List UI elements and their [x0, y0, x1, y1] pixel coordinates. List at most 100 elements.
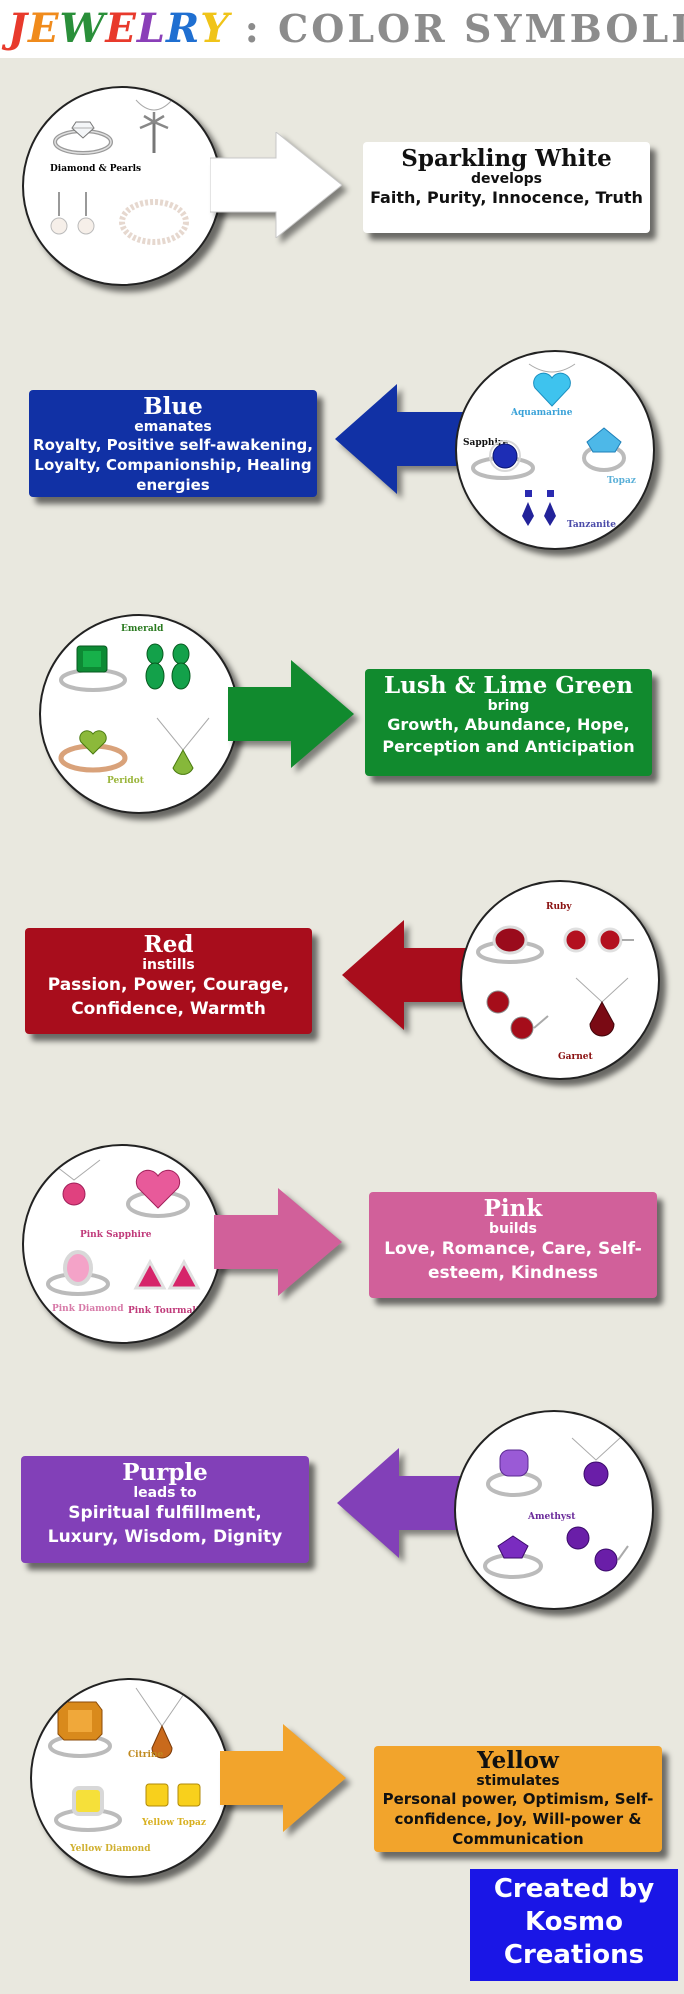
yellow-meaning-box: Yellow stimulates Personal power, Optimi… — [374, 1746, 662, 1852]
gem-label: Diamond & Pearls — [50, 164, 142, 174]
topaz-ring-icon — [582, 427, 626, 472]
diamond-ring-icon — [53, 121, 113, 155]
gem-label: Tanzanite — [567, 520, 616, 530]
credit-line: Created by — [493, 1874, 655, 1904]
pink-sapphire-pendant-icon — [47, 1159, 101, 1206]
amethyst-band-ring-icon — [483, 1535, 543, 1579]
section-description: Passion, Power, Courage, Confidence, War… — [47, 975, 290, 1019]
brand-letter: L — [136, 5, 166, 52]
section-title: Red — [143, 931, 194, 958]
credit-box: Created by Kosmo Creations — [470, 1869, 678, 1981]
gem-label: Aquamarine — [511, 408, 573, 418]
section-verb: bring — [487, 698, 530, 714]
gem-label: Amethyst — [528, 1512, 576, 1522]
section-description: Spiritual fulfillment, Luxury, Wisdom, D… — [47, 1503, 283, 1547]
gem-label: Pink Tourmaline — [128, 1306, 212, 1316]
section-title: Yellow — [477, 1747, 559, 1774]
section-description: Personal power, Optimism, Self-confidenc… — [382, 1790, 654, 1848]
brand-letter: Y — [200, 5, 230, 52]
brand-letter: J — [8, 5, 28, 52]
gem-label: Yellow Topaz — [142, 1818, 206, 1828]
arrow-left-red-icon — [342, 920, 466, 1030]
brand-word: JEWELRY — [8, 5, 245, 52]
citrine-ring-icon — [48, 1701, 112, 1758]
header-banner: JEWELRY : COLOR SYMBOLISM — [0, 0, 684, 58]
pink-tourmaline-earrings-icon — [133, 1258, 201, 1290]
green-meaning-box: Lush & Lime Green bring Growth, Abundanc… — [365, 669, 652, 776]
credit-line: Kosmo — [525, 1907, 623, 1937]
brand-letter: R — [165, 5, 201, 52]
purple-meaning-box: Purple leads to Spiritual fulfillment, L… — [21, 1456, 309, 1563]
white-meaning-box: Sparkling White develops Faith, Purity, … — [363, 142, 650, 233]
yellow-jewelry-circle: Citrine Yellow Topaz Yellow Diamond — [30, 1678, 230, 1878]
pink-diamond-ring-icon — [46, 1250, 110, 1296]
emerald-ring-icon — [59, 645, 127, 692]
garnet-pendant-icon — [575, 977, 629, 1037]
ruby-ring-icon — [476, 925, 544, 964]
section-verb: stimulates — [476, 1773, 560, 1789]
amethyst-ring-icon — [486, 1449, 542, 1497]
arrow-left-blue-icon — [335, 384, 463, 494]
gem-label: Pink Sapphire — [80, 1230, 152, 1240]
gem-label: Citrine — [128, 1750, 164, 1760]
emerald-earrings-icon — [145, 643, 191, 690]
gem-label: Emerald — [121, 624, 164, 634]
section-description: Love, Romance, Care, Self-esteem, Kindne… — [384, 1239, 642, 1283]
blue-jewelry-circle: Aquamarine Sapphire Topaz Tanzanite — [455, 350, 655, 550]
arrow-right-yellow-icon — [220, 1724, 346, 1832]
gem-label: Peridot — [107, 776, 144, 786]
red-meaning-box: Red instills Passion, Power, Courage, Co… — [25, 928, 312, 1034]
gem-label: Sapphire — [463, 438, 509, 448]
palm-pendant-icon — [135, 99, 173, 153]
section-title: Purple — [122, 1459, 208, 1486]
pink-meaning-box: Pink builds Love, Romance, Care, Self-es… — [369, 1192, 657, 1298]
gem-label: Topaz — [607, 476, 636, 486]
section-title: Lush & Lime Green — [384, 672, 633, 699]
amethyst-pendant-icon — [571, 1437, 621, 1487]
section-description: Faith, Purity, Innocence, Truth — [370, 188, 643, 207]
brand-letter: W — [59, 5, 106, 52]
amethyst-earrings-icon — [566, 1526, 629, 1572]
arrow-right-pink-icon — [214, 1188, 342, 1296]
arrow-right-green-icon — [228, 660, 354, 768]
green-jewelry-circle: Emerald Peridot — [39, 614, 239, 814]
pink-heart-ring-icon — [126, 1169, 190, 1218]
gem-label: Yellow Diamond — [70, 1844, 151, 1854]
pink-jewelry-circle: Pink Sapphire Pink Diamond Pink Tourmali… — [22, 1144, 222, 1344]
citrine-pendant-icon — [135, 1687, 189, 1759]
section-verb: builds — [489, 1221, 537, 1237]
arrow-right-white-icon — [210, 132, 342, 238]
section-verb: instills — [142, 957, 195, 973]
aquamarine-heart-icon — [528, 363, 576, 407]
purple-jewelry-circle: Amethyst — [454, 1410, 654, 1610]
section-verb: leads to — [133, 1485, 197, 1501]
gem-label: Garnet — [558, 1052, 593, 1062]
brand-letter: E — [27, 5, 60, 52]
section-title: Pink — [483, 1195, 543, 1222]
pearl-necklace-icon — [119, 199, 189, 245]
ruby-earrings-icon — [563, 927, 634, 953]
blue-meaning-box: Blue emanates Royalty, Positive self-awa… — [29, 390, 317, 497]
section-title: Sparkling White — [401, 145, 612, 172]
section-description: Growth, Abundance, Hope, Perception and … — [382, 715, 635, 756]
tanzanite-earrings-icon — [522, 490, 556, 526]
credit-line: Creations — [503, 1940, 645, 1970]
gem-label: Pink Diamond — [52, 1304, 124, 1314]
brand-letter: E — [105, 5, 137, 52]
garnet-earrings-icon — [486, 990, 549, 1040]
yellow-topaz-earrings-icon — [145, 1783, 201, 1807]
section-description: Royalty, Positive self-awakening, Loyalt… — [33, 436, 313, 494]
yellow-diamond-ring-icon — [54, 1786, 122, 1832]
pearl-earrings-icon — [50, 192, 95, 235]
peridot-pendant-icon — [156, 717, 210, 775]
title-rest: : COLOR SYMBOLISM — [244, 6, 684, 51]
arrow-left-purple-icon — [337, 1448, 463, 1558]
page-title: JEWELRY : COLOR SYMBOLISM — [8, 4, 684, 54]
sapphire-ring-icon — [471, 440, 535, 480]
peridot-ring-icon — [58, 730, 128, 773]
white-jewelry-circle: Diamond & Pearls — [22, 86, 222, 286]
section-title: Blue — [143, 393, 203, 420]
gem-label: Ruby — [546, 902, 572, 912]
section-verb: emanates — [134, 419, 212, 435]
